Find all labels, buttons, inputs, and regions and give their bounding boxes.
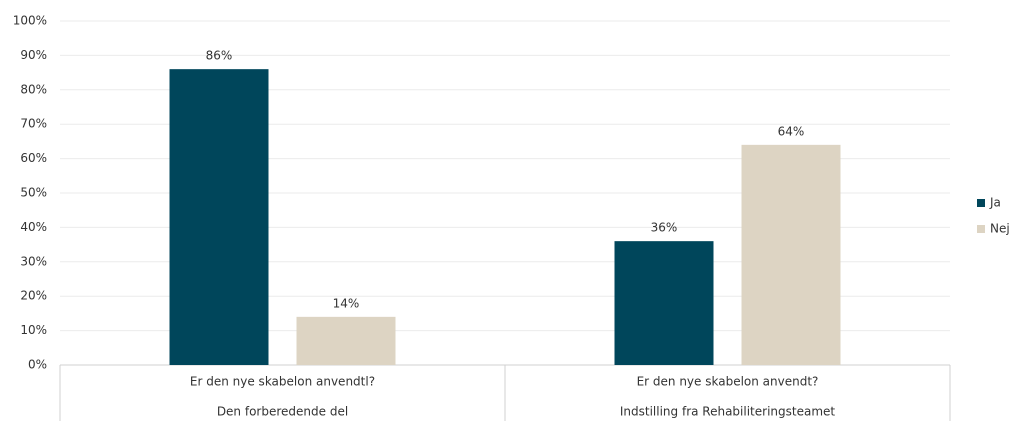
y-tick-label: 0% <box>28 358 47 372</box>
y-tick-label: 20% <box>20 289 47 303</box>
x-tick-label: Er den nye skabelon anvendtl? <box>190 375 375 389</box>
bar <box>614 241 714 365</box>
bar <box>741 144 841 365</box>
legend-swatch <box>977 199 985 207</box>
y-tick-label: 40% <box>20 220 47 234</box>
y-tick-label: 60% <box>20 151 47 165</box>
y-tick-label: 50% <box>20 186 47 200</box>
x-tick-label: Er den nye skabelon anvendt? <box>637 375 819 389</box>
y-tick-label: 70% <box>20 117 47 131</box>
legend-label: Nej <box>990 222 1010 236</box>
bar <box>296 316 396 365</box>
legend-label: Ja <box>989 196 1001 210</box>
data-label: 86% <box>206 49 233 63</box>
y-tick-label: 30% <box>20 254 47 268</box>
data-label: 64% <box>778 124 805 138</box>
x-group-label: Den forberedende del <box>217 405 348 419</box>
legend-swatch <box>977 225 985 233</box>
data-label: 14% <box>333 296 360 310</box>
x-group-label: Indstilling fra Rehabiliteringsteamet <box>620 405 836 419</box>
y-tick-label: 100% <box>13 14 47 28</box>
y-tick-label: 90% <box>20 48 47 62</box>
y-tick-label: 80% <box>20 82 47 96</box>
y-tick-label: 10% <box>20 323 47 337</box>
bar <box>169 69 269 365</box>
data-label: 36% <box>651 221 678 235</box>
